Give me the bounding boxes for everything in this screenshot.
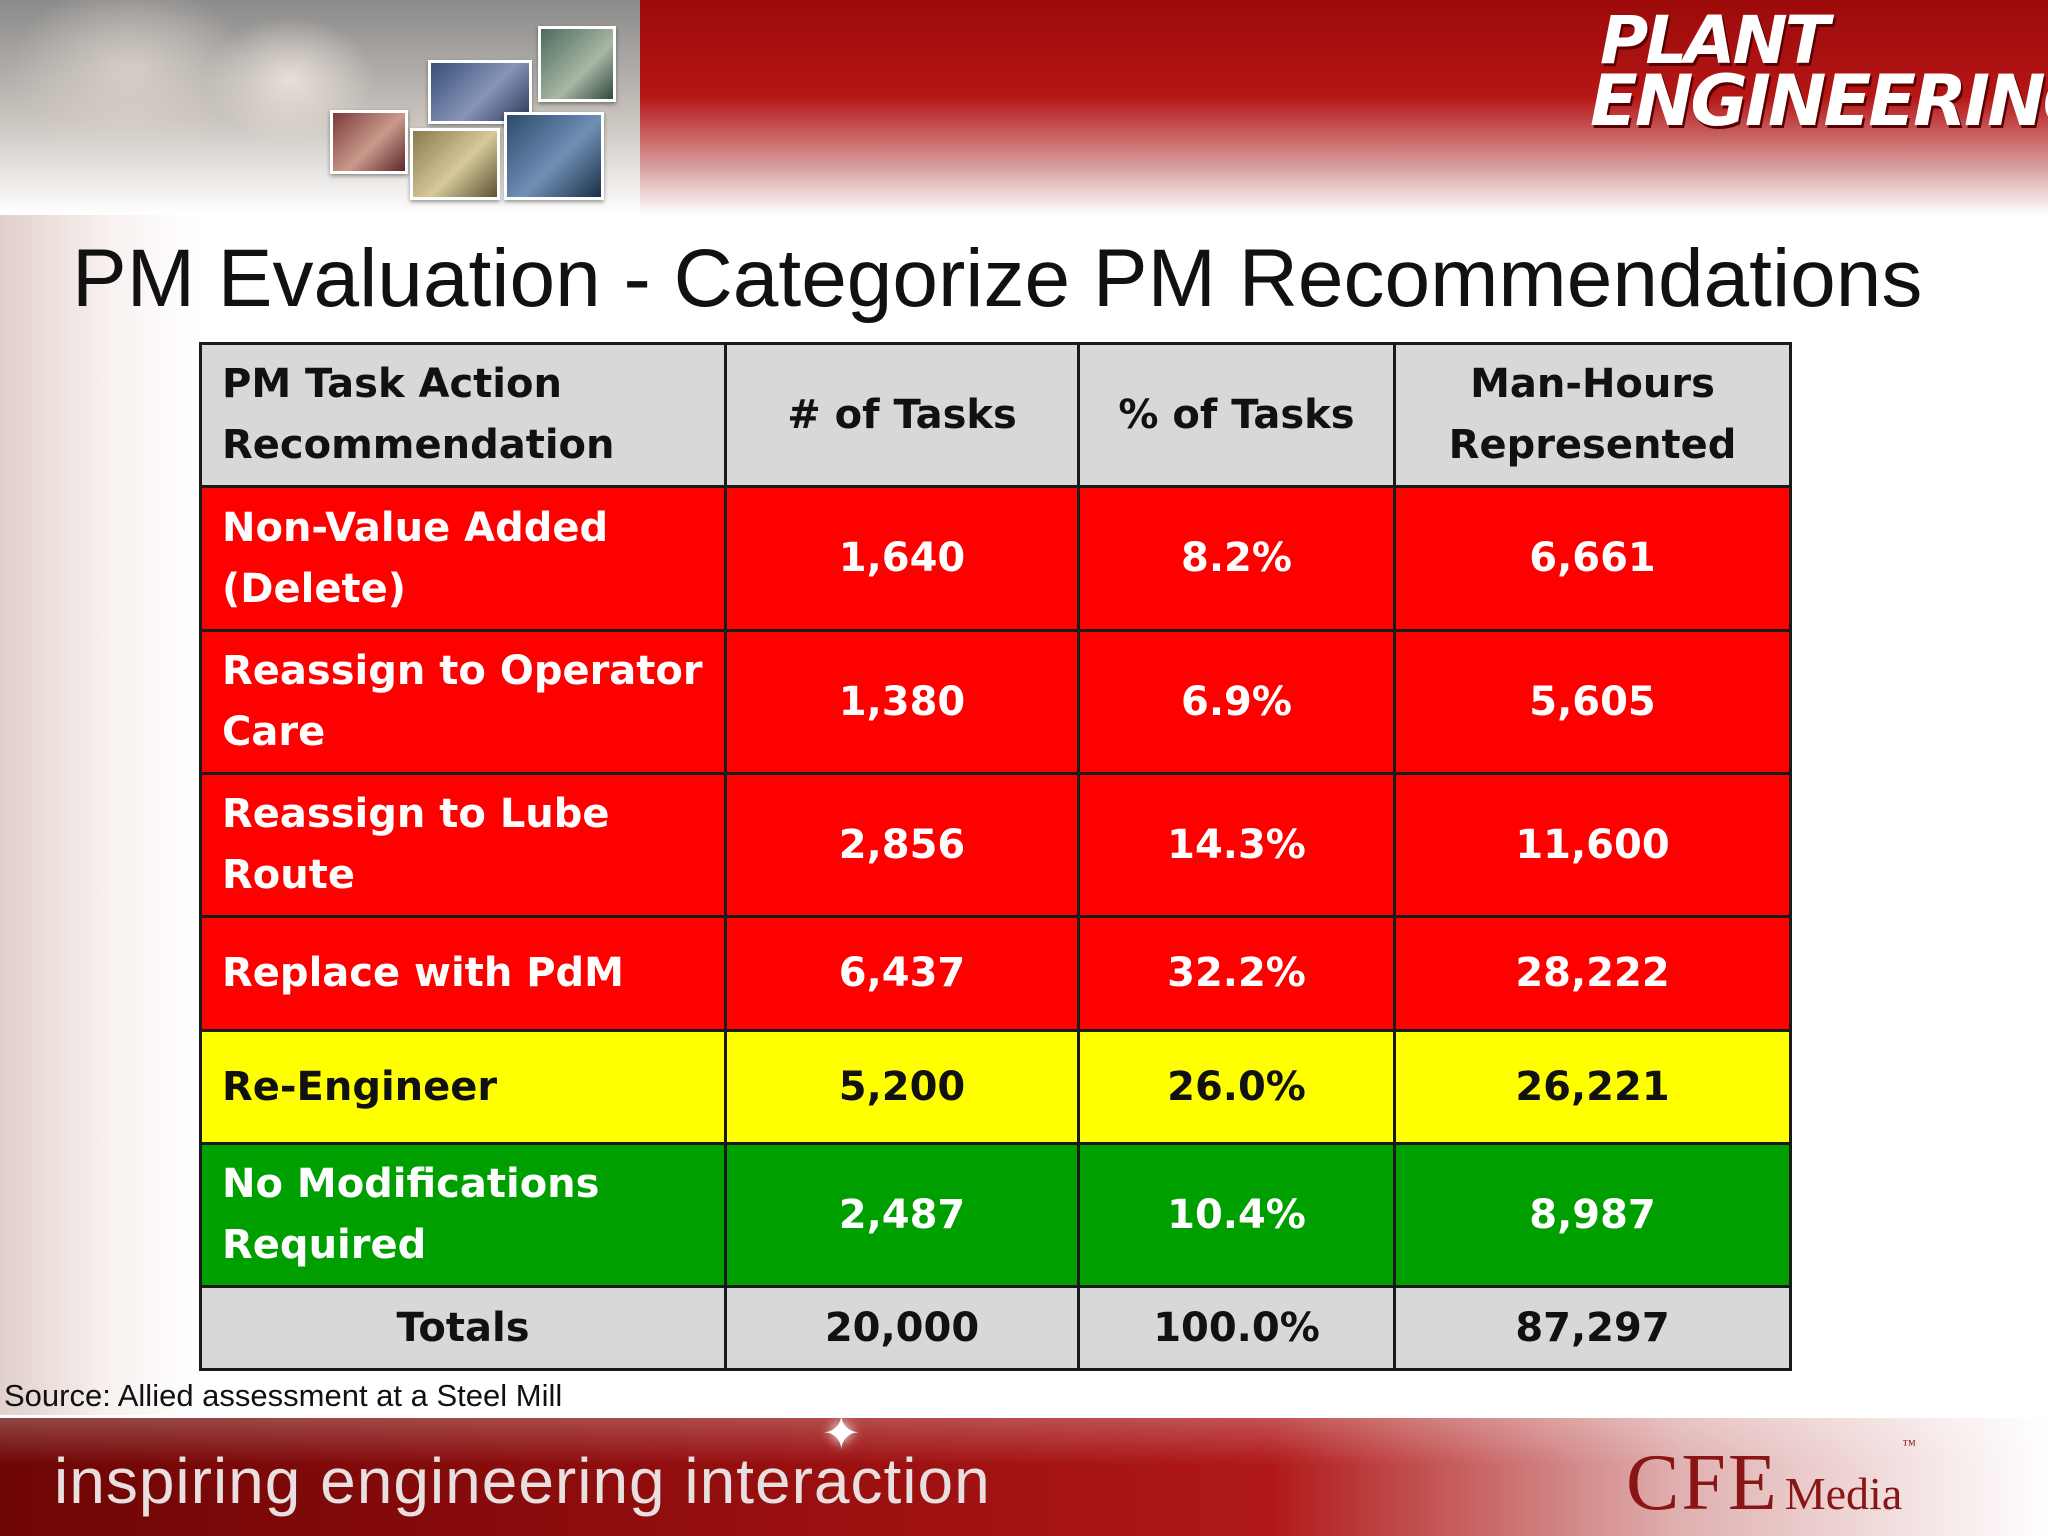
man-hours-cell: 26,221 [1393,1029,1792,1145]
row-label: No Modifications Required [199,1142,727,1288]
row-label: Reassign to Lube Route [199,772,727,918]
column-header: PM Task Action Recommendation [199,342,727,488]
task-percent-cell: 6.9% [1077,629,1396,775]
task-percent-cell: 14.3% [1077,772,1396,918]
table-row: Reassign to Lube Route 2,856 14.3% 11,60… [199,772,1792,918]
task-count-cell: 1,380 [724,629,1080,775]
header-banner: PLANT ENGINEERING [0,0,2048,215]
task-percent-cell: 26.0% [1077,1029,1396,1145]
logo-line-2: ENGINEERING [1590,60,2048,142]
man-hours-cell: 5,605 [1393,629,1792,775]
footer-band [0,1418,2048,1536]
task-count-cell: 1,640 [724,485,1080,632]
total-tasks-cell: 20,000 [724,1285,1080,1371]
photo-tile [538,26,616,102]
photo-tile [504,112,604,200]
table-row: No Modifications Required 2,487 10.4% 8,… [199,1142,1792,1288]
pm-recommendations-table: PM Task Action Recommendation # of Tasks… [199,342,1792,1371]
slide-title: PM Evaluation - Categorize PM Recommenda… [72,233,1923,324]
row-label: Replace with PdM [199,915,727,1032]
task-count-cell: 2,856 [724,772,1080,918]
table-row: Re-Engineer 5,200 26.0% 26,221 [199,1029,1792,1145]
plant-engineering-logo: PLANT ENGINEERING [1590,2,2048,154]
table-header-row: PM Task Action Recommendation # of Tasks… [199,342,1792,488]
man-hours-cell: 6,661 [1393,485,1792,632]
column-header: % of Tasks [1077,342,1396,488]
totals-label: Totals [199,1285,727,1371]
task-percent-cell: 10.4% [1077,1142,1396,1288]
task-count-cell: 5,200 [724,1029,1080,1145]
task-percent-cell: 8.2% [1077,485,1396,632]
total-hours-cell: 87,297 [1393,1285,1792,1371]
footer-glow [0,1418,2048,1536]
table-row: Reassign to Operator Care 1,380 6.9% 5,6… [199,629,1792,775]
column-header: Man-Hours Represented [1393,342,1792,488]
row-label: Re-Engineer [199,1029,727,1145]
side-photo-fade [0,215,200,1415]
footer-tagline: inspiring engineering interaction [54,1445,991,1517]
row-label: Non-Value Added (Delete) [199,485,727,632]
total-percent-cell: 100.0% [1077,1285,1396,1371]
photo-tile [410,128,500,200]
task-percent-cell: 32.2% [1077,915,1396,1032]
cfe-logo-sub: Media [1784,1468,1903,1519]
task-count-cell: 2,487 [724,1142,1080,1288]
man-hours-cell: 11,600 [1393,772,1792,918]
cfe-media-logo: CFE Media ™ [1626,1438,1916,1529]
column-header: # of Tasks [724,342,1080,488]
logo-line-1: PLANT [1600,2,1830,79]
source-note: Source: Allied assessment at a Steel Mil… [4,1378,563,1413]
cfe-logo-trademark: ™ [1902,1438,1916,1453]
cfe-logo-main: CFE [1626,1439,1779,1527]
man-hours-cell: 8,987 [1393,1142,1792,1288]
row-label: Reassign to Operator Care [199,629,727,775]
man-hours-cell: 28,222 [1393,915,1792,1032]
task-count-cell: 6,437 [724,915,1080,1032]
sparkle-icon: ✦ [822,1407,861,1459]
table-row: Replace with PdM 6,437 32.2% 28,222 [199,915,1792,1032]
photo-tile [330,110,408,174]
totals-row: Totals 20,000 100.0% 87,297 [199,1285,1792,1371]
table-row: Non-Value Added (Delete) 1,640 8.2% 6,66… [199,485,1792,632]
